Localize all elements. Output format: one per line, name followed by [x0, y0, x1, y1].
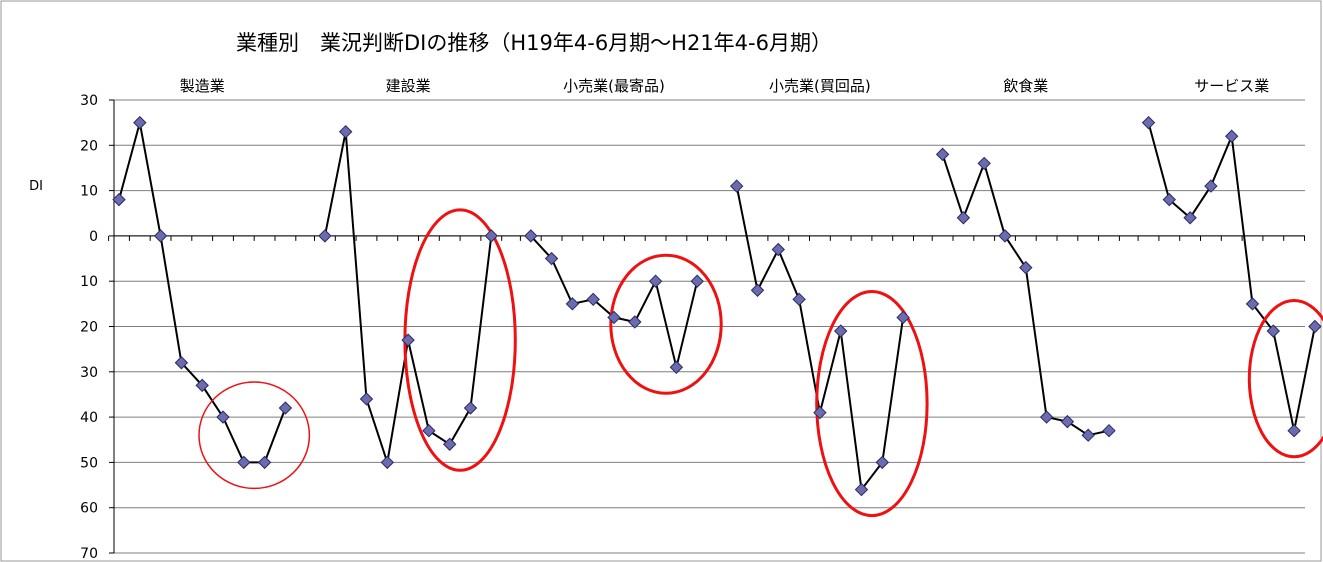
highlight-circles: [198, 208, 1323, 518]
data-point: [565, 297, 580, 311]
data-point: [586, 292, 600, 307]
data-point: [813, 405, 827, 420]
data-point: [1183, 211, 1197, 225]
data-point: [1019, 260, 1033, 275]
data-point: [690, 274, 704, 288]
data-point: [875, 455, 890, 470]
data-point: [854, 482, 869, 497]
data-point: [216, 410, 230, 424]
data-point: [524, 229, 538, 243]
data-point: [1266, 324, 1281, 338]
data-point: [1039, 410, 1054, 424]
data-point: [380, 455, 395, 470]
data-point: [998, 229, 1012, 243]
data-point: [750, 283, 765, 297]
group-label: 飲食業: [1003, 77, 1048, 95]
y-tick-label: 20: [80, 320, 98, 336]
highlight-circle: [1247, 299, 1323, 459]
data-point: [977, 156, 991, 171]
y-axis-label: DI: [29, 179, 43, 194]
data-point: [1102, 423, 1116, 438]
highlight-circle: [609, 253, 723, 395]
y-tick-label: 60: [80, 501, 98, 517]
data-point: [1141, 115, 1156, 130]
chart-title: 業種別 業況判断DIの推移（H19年4-6月期～H21年4-6月期）: [236, 31, 832, 55]
data-point: [401, 333, 415, 347]
y-tick-label: 50: [80, 455, 98, 471]
data-point: [1204, 179, 1218, 193]
group-labels: 製造業 建設業 小売業(最寄品) 小売業(買回品) 飲食業 サービス業: [180, 77, 1270, 95]
data-point: [484, 229, 499, 243]
y-tick-labels: 30 20 10 0 10 20 30 40 50 60 70: [80, 93, 98, 562]
data-markers: [112, 115, 1322, 497]
data-point: [833, 324, 848, 338]
data-point: [648, 274, 663, 288]
group-label: 製造業: [180, 77, 225, 95]
y-tick-label: 40: [80, 410, 98, 426]
y-tick-label: 20: [80, 138, 98, 154]
data-point: [318, 229, 332, 243]
group-label: 小売業(買回品): [769, 77, 871, 95]
y-tick-label: 30: [80, 365, 98, 381]
data-point: [359, 392, 374, 406]
data-point: [195, 378, 209, 393]
data-point: [237, 455, 251, 470]
gridlines: [114, 99, 1305, 554]
data-point: [1224, 129, 1239, 143]
data-point: [896, 310, 910, 325]
data-point: [544, 251, 559, 266]
data-point: [278, 401, 293, 415]
data-point: [1162, 192, 1177, 207]
axes: [108, 99, 1305, 554]
data-point: [1287, 423, 1301, 438]
data-point: [628, 315, 642, 329]
data-point: [935, 147, 950, 162]
y-tick-label: 10: [80, 274, 98, 290]
data-point: [463, 401, 478, 415]
data-point: [1060, 414, 1075, 429]
data-point: [1308, 319, 1322, 334]
group-label: サービス業: [1194, 77, 1269, 95]
y-tick-label: 10: [80, 184, 98, 200]
group-label: 建設業: [386, 77, 431, 95]
data-point: [112, 192, 126, 207]
data-point: [792, 292, 806, 307]
group-label: 小売業(最寄品): [563, 77, 665, 95]
data-point: [133, 115, 147, 130]
data-point: [956, 211, 971, 225]
data-point: [1081, 428, 1095, 442]
y-tick-label: 0: [89, 229, 98, 245]
y-tick-label: 70: [80, 546, 98, 562]
data-point: [607, 310, 621, 325]
y-tick-label: 30: [80, 93, 98, 109]
data-point: [257, 455, 272, 470]
data-point: [174, 356, 189, 370]
highlight-circle: [198, 381, 311, 490]
data-point: [422, 423, 436, 438]
data-point: [153, 229, 168, 243]
data-point: [729, 179, 744, 193]
data-point: [1245, 297, 1260, 311]
highlight-circle: [815, 289, 929, 518]
data-point: [771, 242, 786, 257]
data-point: [669, 360, 684, 374]
data-point: [442, 437, 457, 451]
data-point: [338, 125, 353, 139]
